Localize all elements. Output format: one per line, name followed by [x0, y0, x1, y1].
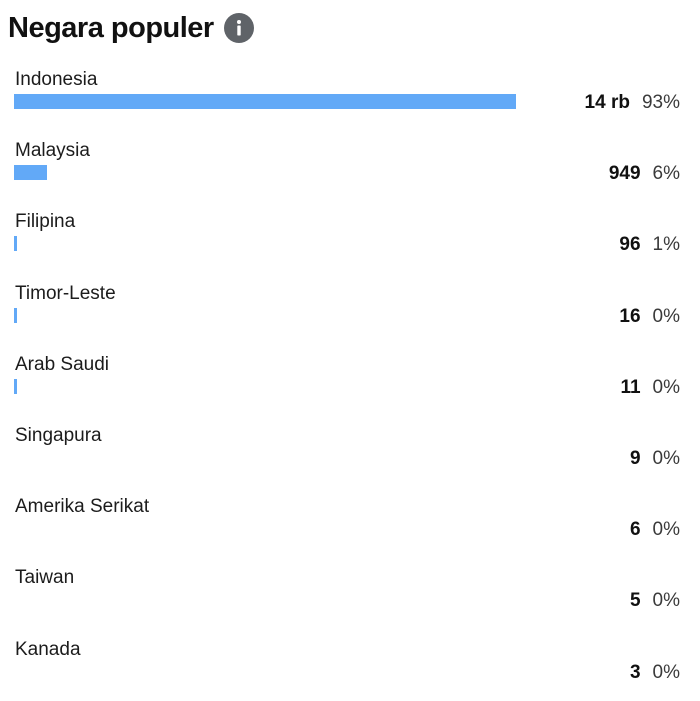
country-row: Singapura 9 0% — [0, 416, 700, 487]
country-count: 16 — [619, 305, 641, 327]
country-percent: 6% — [652, 163, 680, 185]
country-row: Taiwan 5 0% — [0, 558, 700, 629]
country-stats: 14 rb 93% — [585, 92, 680, 114]
country-name: Timor-Leste — [15, 282, 116, 304]
country-percent: 0% — [652, 448, 680, 469]
country-stats: 949 6% — [609, 163, 680, 185]
country-row: Amerika Serikat 6 0% — [0, 487, 700, 558]
country-stats: 5 0% — [630, 590, 680, 612]
country-name: Malaysia — [15, 140, 90, 162]
country-name: Arab Saudi — [15, 353, 110, 375]
country-count: 14 rb — [584, 92, 630, 113]
country-percent: 1% — [652, 234, 680, 256]
country-percent: 0% — [652, 519, 680, 541]
country-stats: 3 0% — [630, 662, 680, 684]
country-share-bar — [14, 165, 48, 181]
country-name: Amerika Serikat — [15, 496, 150, 518]
country-name: Taiwan — [15, 567, 75, 589]
country-stats: 96 1% — [619, 234, 680, 256]
country-percent: 0% — [652, 305, 680, 327]
country-name: Indonesia — [15, 69, 98, 90]
country-count: 11 — [620, 376, 641, 398]
country-row: Filipina 96 1% — [0, 202, 700, 273]
country-share-bar — [14, 94, 517, 109]
country-row: Timor-Leste 16 0% — [0, 274, 700, 345]
header: Negara populer — [8, 8, 254, 48]
country-count: 96 — [619, 234, 641, 256]
country-share-bar — [14, 236, 18, 252]
country-name: Filipina — [15, 211, 76, 233]
country-percent: 93% — [641, 92, 680, 113]
country-share-bar — [14, 378, 17, 394]
country-stats: 6 0% — [630, 519, 680, 541]
country-percent: 0% — [652, 590, 680, 612]
country-count: 9 — [629, 448, 641, 469]
page-title: Negara populer — [8, 11, 214, 44]
country-count: 949 — [608, 163, 641, 185]
country-row: Kanada 3 0% — [0, 630, 700, 701]
country-row: Arab Saudi 11 0% — [0, 345, 700, 416]
country-row: Indonesia 14 rb 93% — [0, 60, 700, 131]
country-count: 5 — [629, 590, 641, 612]
country-stats: 9 0% — [630, 448, 680, 470]
country-name: Kanada — [15, 638, 81, 660]
country-count: 3 — [629, 661, 641, 683]
info-icon[interactable] — [223, 13, 254, 43]
country-name: Singapura — [15, 425, 102, 446]
country-share-bar — [14, 307, 17, 323]
country-percent: 0% — [652, 376, 680, 398]
country-stats: 16 0% — [619, 306, 680, 328]
country-count: 6 — [629, 519, 641, 541]
country-row: Malaysia 949 6% — [0, 131, 700, 202]
country-stats: 11 0% — [620, 377, 680, 399]
country-percent: 0% — [652, 661, 680, 683]
